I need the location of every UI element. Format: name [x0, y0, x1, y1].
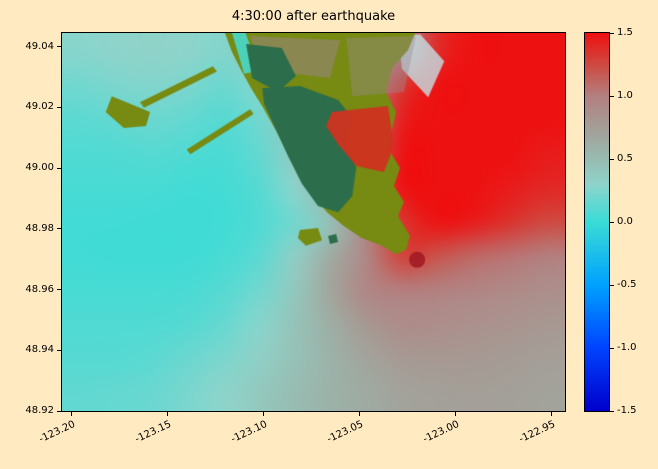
colorbar-tick-label: -1.0	[617, 342, 637, 353]
colorbar-tick-mark	[610, 158, 614, 160]
y-tick-mark	[57, 106, 61, 108]
y-tick-mark	[57, 46, 61, 48]
colorbar-tick-label: -1.5	[617, 405, 637, 416]
x-tick-label: -123.10	[229, 418, 269, 446]
y-tick-label: 49.00	[25, 162, 54, 174]
y-tick-label: 49.02	[25, 101, 54, 113]
x-tick-mark	[167, 412, 169, 416]
x-tick-label: -123.05	[324, 418, 365, 446]
x-tick-mark	[263, 412, 265, 416]
y-tick-label: 48.94	[25, 344, 54, 356]
colorbar-tick-label: 0.5	[617, 153, 633, 164]
y-tick-mark	[57, 167, 61, 169]
colorbar-tick-mark	[610, 410, 614, 412]
x-tick-mark	[455, 412, 457, 416]
y-tick-label: 49.04	[25, 40, 54, 52]
plot-title: 4:30:00 after earthquake	[231, 9, 396, 24]
colorbar-tick-label: 0.0	[617, 216, 633, 227]
colorbar	[584, 32, 610, 412]
colorbar-tick-mark	[610, 32, 614, 34]
x-tick-mark	[71, 412, 73, 416]
x-tick-label: -123.00	[420, 418, 461, 446]
heatmap-canvas	[62, 33, 565, 411]
y-tick-label: 48.98	[25, 222, 54, 234]
y-tick-label: 48.92	[25, 405, 54, 416]
colorbar-tick-mark	[610, 347, 614, 349]
y-tick-label: 48.96	[25, 283, 54, 295]
colorbar-canvas	[585, 33, 609, 411]
colorbar-tick-mark	[610, 95, 614, 97]
heatmap-plot	[61, 32, 566, 412]
y-tick-mark	[57, 289, 61, 291]
x-tick-label: -122.95	[516, 418, 557, 446]
y-tick-mark	[57, 228, 61, 230]
colorbar-tick-label: -0.5	[617, 279, 637, 290]
colorbar-tick-label: 1.5	[617, 27, 633, 38]
x-tick-label: -123.20	[37, 418, 77, 446]
y-tick-mark	[57, 410, 61, 412]
x-tick-label: -123.15	[133, 418, 173, 446]
y-tick-mark	[57, 349, 61, 351]
colorbar-tick-mark	[610, 221, 614, 223]
x-tick-mark	[551, 412, 553, 416]
colorbar-tick-mark	[610, 284, 614, 286]
colorbar-tick-label: 1.0	[617, 90, 633, 101]
x-tick-mark	[359, 412, 361, 416]
